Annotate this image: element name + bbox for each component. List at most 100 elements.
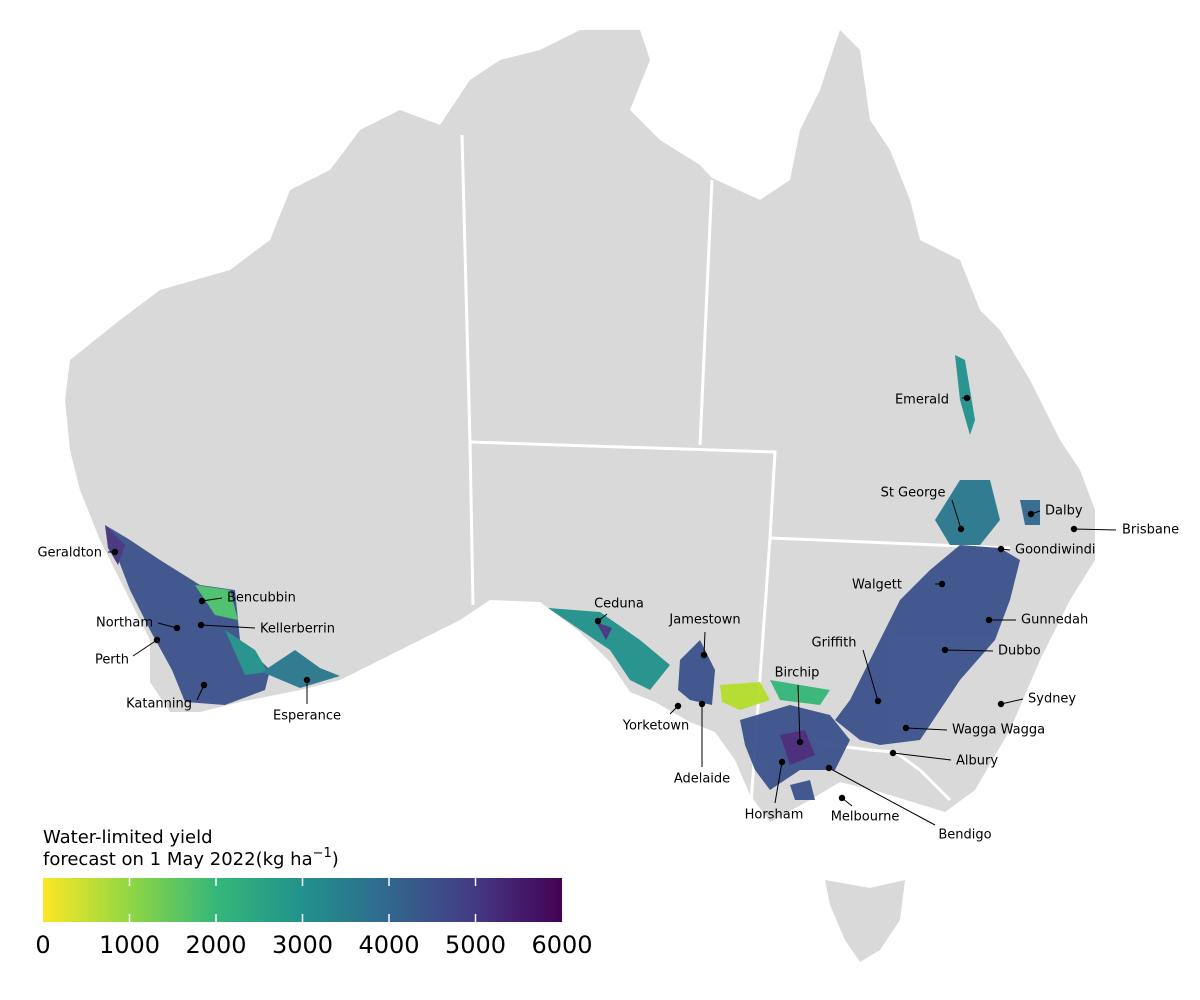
- region: [780, 730, 815, 765]
- mainland: [65, 30, 1095, 822]
- colorbar-tick-label: 4000: [358, 931, 419, 959]
- legend: Water-limited yield forecast on 1 May 20…: [35, 827, 592, 959]
- town-dot: [674, 702, 682, 710]
- colorbar-tick-label: 0: [35, 931, 50, 959]
- region: [548, 608, 670, 690]
- leader-line: [1073, 528, 1117, 531]
- colorbar-tick-label: 5000: [445, 931, 506, 959]
- town-dot: [889, 749, 897, 757]
- tasmania: [825, 880, 905, 962]
- town-label: Walgett: [852, 578, 902, 593]
- town-dot: [874, 697, 882, 705]
- region: [105, 525, 125, 565]
- region: [835, 545, 1020, 745]
- leader-line: [951, 499, 962, 530]
- town-label: Northam: [96, 616, 153, 631]
- town-label: Geraldton: [37, 546, 102, 561]
- leader-line: [862, 649, 879, 702]
- legend-title-sup: −1: [313, 846, 332, 861]
- region: [955, 355, 975, 435]
- town-dot: [303, 676, 311, 684]
- legend-title-text: forecast on 1 May 2022(kg ha: [43, 849, 313, 870]
- legend-title: forecast on 1 May 2022(kg ha−1): [43, 846, 339, 870]
- town-label: Katanning: [126, 697, 192, 712]
- border: [698, 179, 714, 446]
- region: [262, 650, 340, 688]
- town-dot: [698, 700, 706, 708]
- town-label: Ceduna: [594, 597, 644, 612]
- town-dot: [173, 624, 181, 632]
- region: [105, 525, 270, 705]
- towns: Geraldton Bencubbin Northam Kellerberrin Per…: [37, 393, 1179, 843]
- leader-line: [132, 639, 158, 657]
- leader-line: [157, 622, 178, 629]
- town-label: Goondiwindi: [1015, 543, 1095, 558]
- town-dot: [796, 738, 804, 746]
- town-dot: [594, 617, 602, 625]
- town-label: Perth: [95, 653, 129, 668]
- leader-line: [703, 631, 706, 656]
- town-dot: [825, 764, 833, 772]
- crop-regions: [105, 355, 1040, 800]
- town-label: Horsham: [745, 808, 804, 823]
- region: [935, 480, 1000, 545]
- colorbar-tick-label: 6000: [531, 931, 592, 959]
- leader-line: [774, 761, 783, 804]
- legend-title: Water-limited yield: [43, 827, 213, 848]
- region: [225, 630, 268, 675]
- town-label: Jamestown: [668, 613, 740, 628]
- town-label: Birchip: [775, 666, 820, 681]
- leader-line: [905, 727, 948, 731]
- region: [596, 622, 612, 640]
- town-dot: [985, 616, 993, 624]
- town-label: Esperance: [273, 709, 341, 724]
- town-label: Yorketown: [622, 719, 690, 734]
- town-dot: [1070, 525, 1078, 533]
- landmass: [65, 30, 1095, 962]
- town-label: Dalby: [1045, 504, 1083, 519]
- town-dot: [200, 681, 208, 689]
- town-dot: [963, 394, 971, 402]
- town-label: Emerald: [895, 393, 949, 408]
- town-dot: [153, 636, 161, 644]
- town-dot: [957, 525, 965, 533]
- town-label: Bendigo: [938, 828, 991, 843]
- town-dot: [997, 700, 1005, 708]
- town-label: Sydney: [1028, 692, 1076, 707]
- leader-line: [201, 597, 223, 602]
- town-dot: [997, 545, 1005, 553]
- town-label: Melbourne: [831, 810, 900, 825]
- town-dot: [941, 646, 949, 654]
- region: [790, 780, 815, 800]
- region: [770, 680, 830, 705]
- colorbar-tick-label: 2000: [185, 931, 246, 959]
- leader-line: [944, 649, 994, 652]
- town-dot: [700, 651, 708, 659]
- town-dot: [938, 580, 946, 588]
- town-label: Griffith: [812, 636, 857, 651]
- town-dot: [198, 597, 206, 605]
- town-label: Wagga Wagga: [952, 723, 1045, 738]
- leader-line: [1000, 698, 1024, 705]
- town-dot: [197, 621, 205, 629]
- border: [748, 537, 772, 819]
- town-dot: [111, 548, 119, 556]
- leader-line: [828, 767, 936, 826]
- leader-line: [892, 752, 952, 761]
- state-borders: [460, 134, 1011, 819]
- colorbar-tick-label: 3000: [272, 931, 333, 959]
- region: [195, 585, 238, 620]
- town-label: Kellerberrin: [260, 622, 335, 637]
- town-label: Brisbane: [1122, 523, 1179, 538]
- town-label: Gunnedah: [1021, 613, 1088, 628]
- town-label: Dubbo: [998, 644, 1041, 659]
- town-dot: [902, 724, 910, 732]
- town-dot: [1027, 510, 1035, 518]
- border: [469, 440, 777, 539]
- town-label: Albury: [956, 754, 998, 769]
- town-dot: [778, 758, 786, 766]
- town-label: Adelaide: [674, 772, 730, 787]
- town-label: Bencubbin: [227, 591, 296, 606]
- town-dot: [838, 794, 846, 802]
